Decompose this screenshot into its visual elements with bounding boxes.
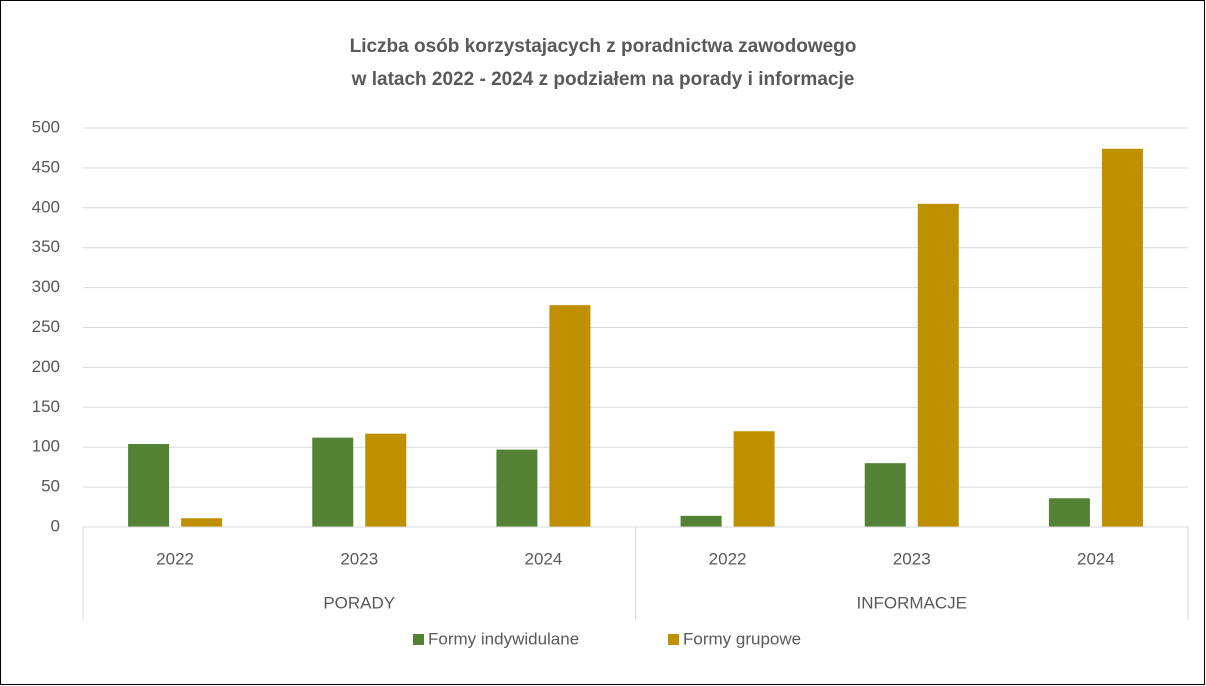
y-tick-label: 0 [51, 516, 60, 535]
y-tick-label: 150 [32, 397, 60, 416]
group-label: PORADY [323, 593, 395, 612]
y-tick-label: 200 [32, 357, 60, 376]
legend-label: Formy indywidulane [428, 629, 579, 648]
y-tick-label: 100 [32, 437, 60, 456]
y-tick-label: 300 [32, 277, 60, 296]
bar [917, 203, 959, 527]
y-tick-label: 450 [32, 157, 60, 176]
x-tick-label: 2023 [340, 549, 378, 568]
chart-title: Liczba osób korzystajacych z poradnictwa… [350, 36, 857, 57]
y-tick-label: 500 [32, 117, 60, 136]
x-tick-label: 2022 [709, 549, 747, 568]
bar [181, 518, 223, 527]
x-tick-label: 2024 [525, 549, 563, 568]
bar [549, 305, 591, 527]
chart-title: w latach 2022 - 2024 z podziałem na pora… [351, 69, 855, 90]
legend-swatch [668, 634, 679, 645]
bar [312, 437, 354, 527]
bar [1101, 148, 1143, 528]
y-tick-label: 400 [32, 197, 60, 216]
bar [680, 515, 722, 527]
bar [1048, 498, 1090, 527]
x-tick-label: 2023 [893, 549, 931, 568]
legend-label: Formy grupowe [683, 629, 801, 648]
bar [128, 444, 170, 527]
bar [365, 433, 407, 527]
bar [733, 431, 775, 527]
bar [864, 463, 906, 527]
x-tick-label: 2022 [156, 549, 194, 568]
bar [496, 449, 538, 527]
x-tick-label: 2024 [1077, 549, 1115, 568]
legend-swatch [413, 634, 424, 645]
y-tick-label: 250 [32, 317, 60, 336]
y-tick-label: 50 [41, 477, 60, 496]
y-tick-label: 350 [32, 237, 60, 256]
group-label: INFORMACJE [857, 593, 968, 612]
